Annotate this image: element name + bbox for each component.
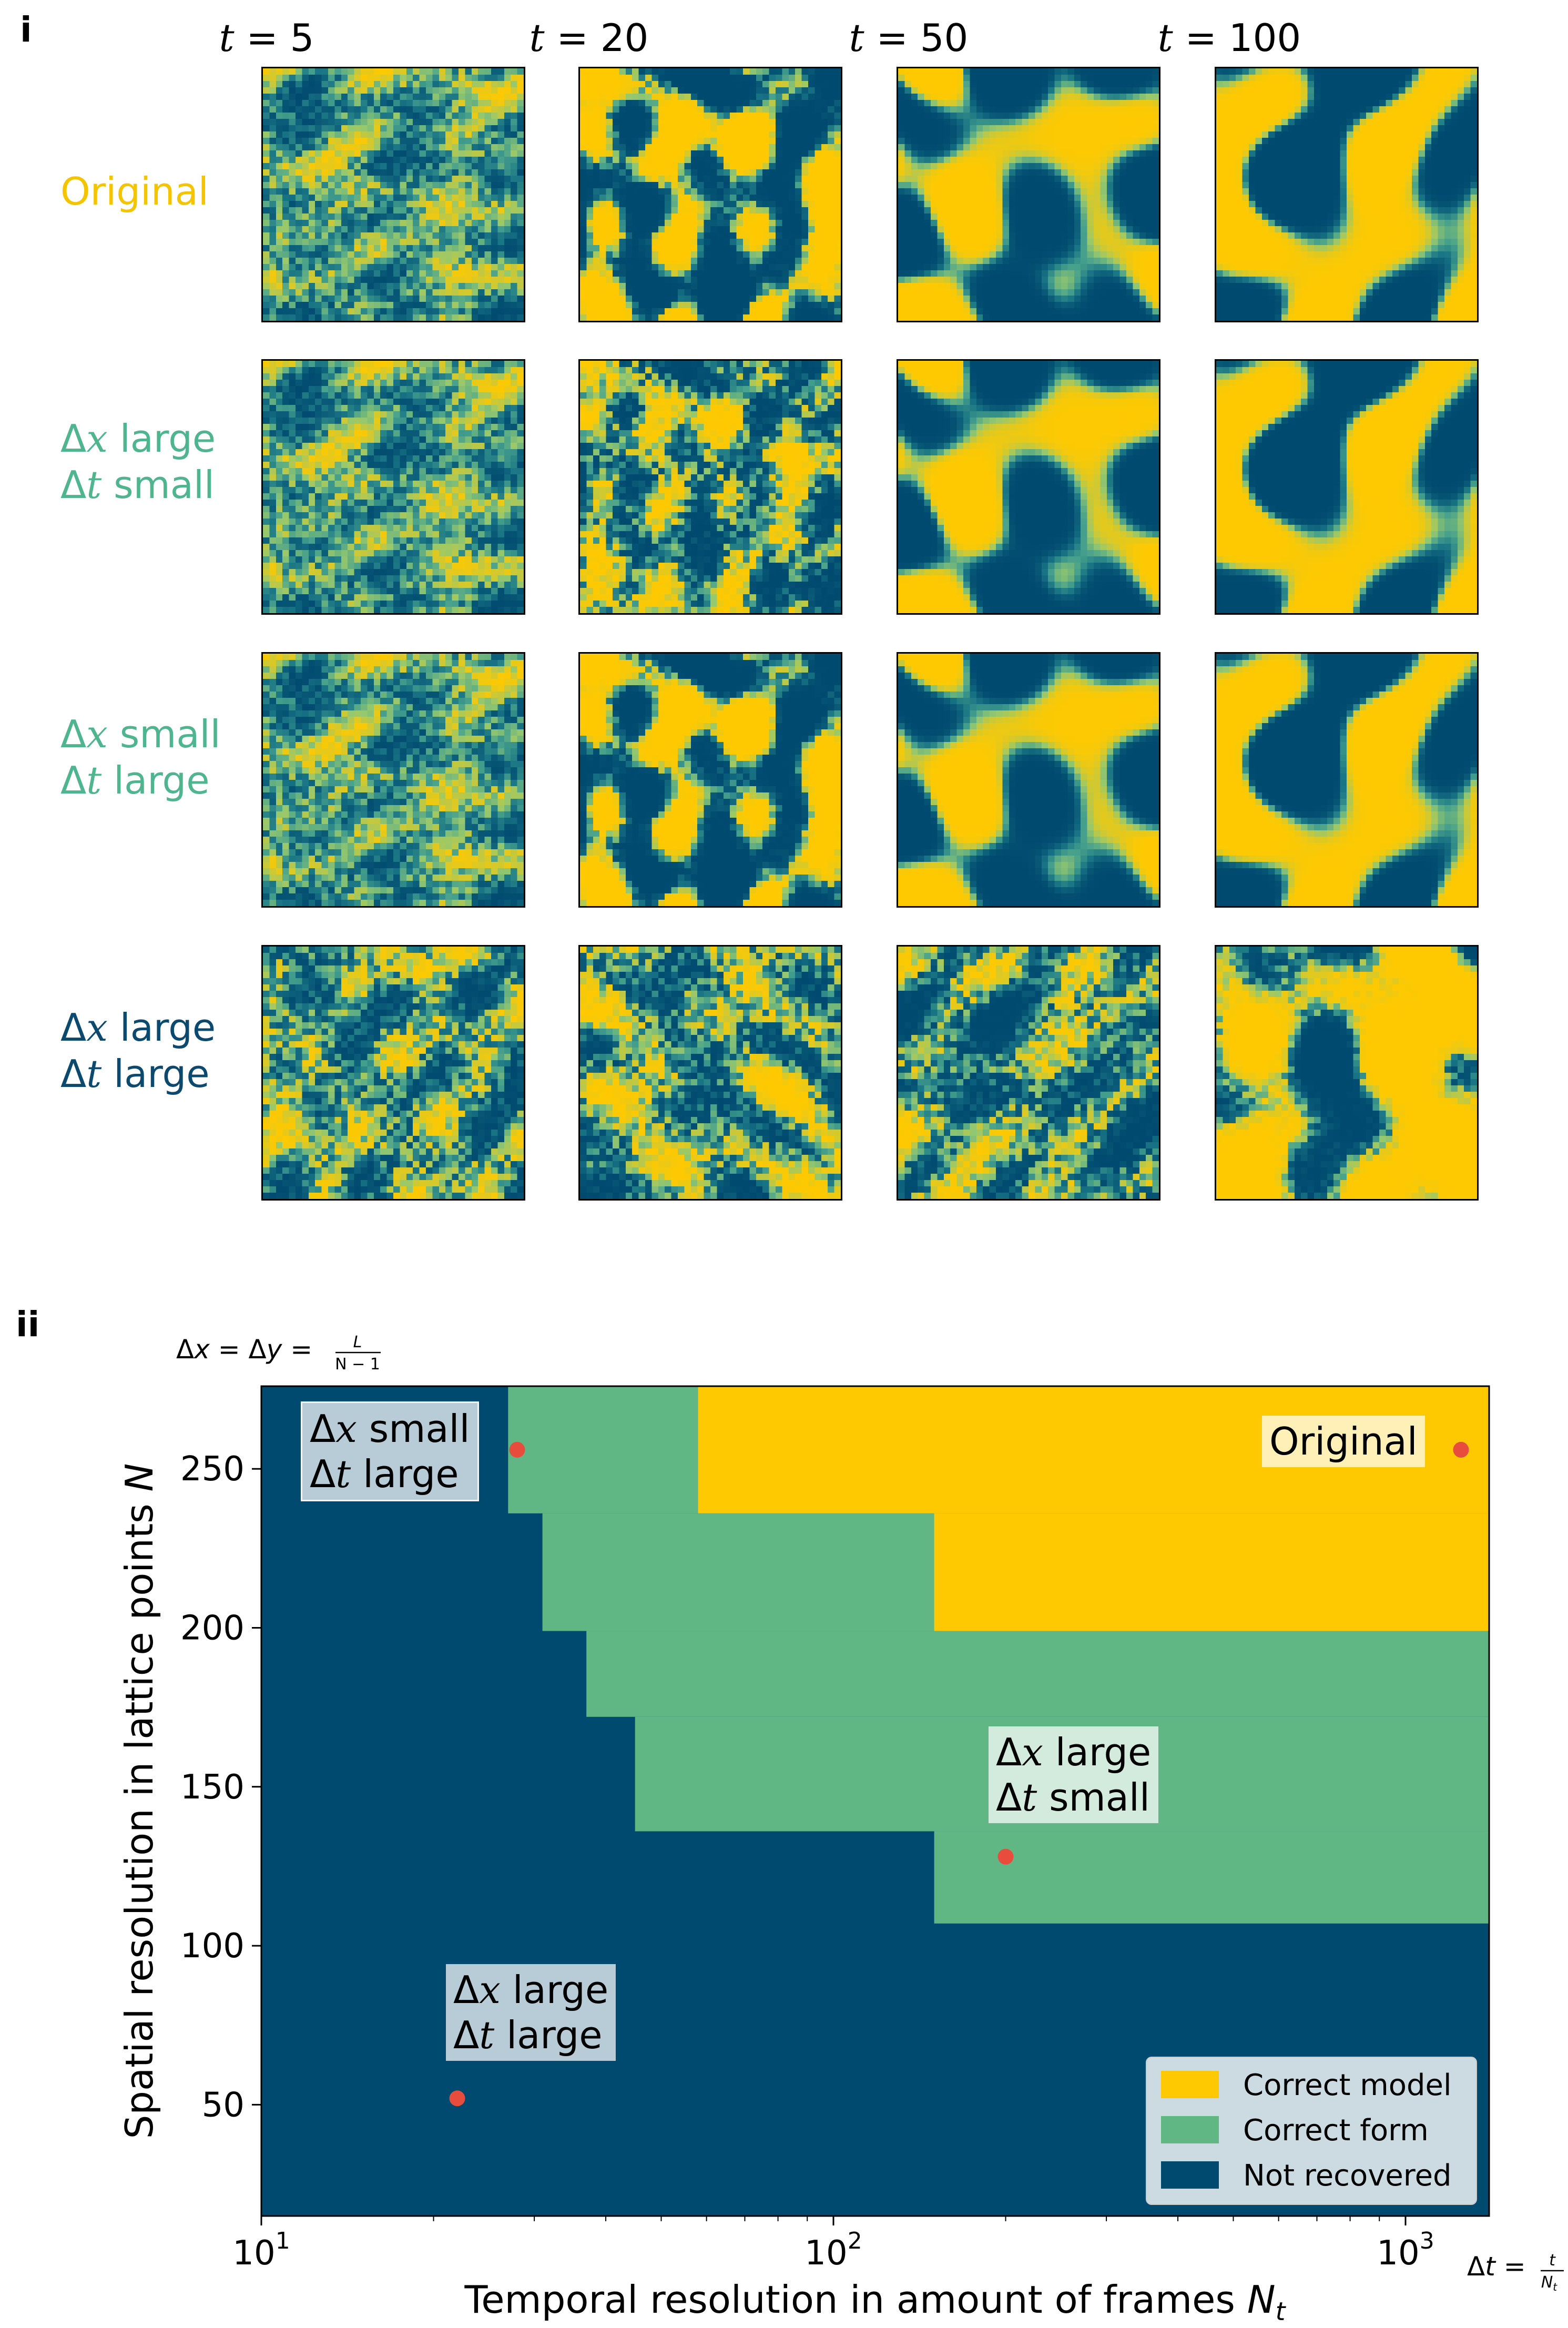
- panel-label-i: i: [20, 9, 32, 50]
- point-dx-large-dt-large: [449, 2090, 465, 2107]
- row-label-dx-small-dt-large: Δx small Δt large: [60, 711, 221, 804]
- legend-label-not-recovered: Not recovered: [1243, 2159, 1452, 2193]
- point-original: [1453, 1441, 1469, 1458]
- legend: Correct model Correct form Not recovered: [1146, 2057, 1477, 2205]
- region-correct-form: [586, 1631, 1489, 1717]
- panel-label-ii: ii: [16, 1304, 39, 1345]
- dx-formula: Δx = Δy =: [176, 1334, 312, 1365]
- column-title-t100: t = 100: [1093, 16, 1366, 60]
- field-thumbnail: [1215, 67, 1479, 322]
- row-label-original: Original: [60, 168, 209, 215]
- x-tick-label: 103: [1377, 2228, 1434, 2273]
- legend-label-correct-form: Correct form: [1243, 2113, 1429, 2148]
- legend-swatch-not-recovered: [1161, 2161, 1219, 2189]
- field-thumbnail: [897, 945, 1160, 1201]
- annotation-original: Original: [1262, 1416, 1425, 1467]
- x-axis-label: Temporal resolution in amount of frames …: [464, 2278, 1287, 2326]
- dx-formula-numerator: L: [353, 1333, 362, 1351]
- field-thumbnail: [261, 652, 525, 908]
- annotation-dx-small-dt-large: Δx small Δt large: [301, 1401, 479, 1501]
- dt-formula-denominator: Nt: [1541, 2273, 1557, 2293]
- legend-swatch-correct-form: [1161, 2116, 1219, 2143]
- field-thumbnail: [261, 359, 525, 615]
- annotation-dx-large-dt-small: Δx large Δt small: [989, 1726, 1159, 1823]
- field-thumbnail: [261, 67, 525, 322]
- legend-swatch-correct-model: [1161, 2071, 1219, 2098]
- y-tick-label: 100: [180, 1927, 245, 1966]
- plot-frame: [260, 1385, 1490, 2217]
- point-dx-small-dt-large: [509, 1441, 525, 1458]
- column-title-t5: t = 5: [130, 16, 403, 60]
- column-title-t50: t = 50: [772, 16, 1045, 60]
- y-tick-label: 150: [180, 1768, 245, 1807]
- field-thumbnail: [578, 359, 842, 615]
- region-correct-model: [934, 1513, 1489, 1631]
- column-title-t20: t = 20: [452, 16, 726, 60]
- field-thumbnail: [1215, 359, 1479, 615]
- field-thumbnail: [897, 359, 1160, 615]
- annotation-dx-large-dt-large: Δx large Δt large: [446, 1964, 616, 2061]
- dt-formula-numerator: t: [1549, 2251, 1556, 2270]
- row-label-dx-large-dt-small: Δx large Δt small: [60, 415, 216, 508]
- field-thumbnail: [578, 945, 842, 1201]
- y-axis-label: Spatial resolution in lattice points N: [117, 1463, 161, 2139]
- point-dx-large-dt-small: [997, 1848, 1014, 1865]
- row-label-dx-large-dt-large: Δx large Δt large: [60, 1004, 216, 1097]
- field-thumbnail: [578, 67, 842, 322]
- dx-formula-denominator: N − 1: [335, 1355, 380, 1374]
- field-thumbnail: [897, 67, 1160, 322]
- region-correct-form: [934, 1831, 1489, 1924]
- field-thumbnail: [1215, 945, 1479, 1201]
- y-tick-label: 250: [180, 1450, 245, 1489]
- y-tick-label: 200: [180, 1609, 245, 1648]
- dt-formula: Δt =: [1467, 2251, 1526, 2282]
- field-thumbnail: [261, 945, 525, 1201]
- field-thumbnail: [1215, 652, 1479, 908]
- x-tick-label: 102: [805, 2228, 862, 2273]
- x-tick-label: 101: [232, 2228, 290, 2273]
- field-thumbnail: [897, 652, 1160, 908]
- legend-label-correct-model: Correct model: [1243, 2068, 1452, 2102]
- y-tick-label: 50: [202, 2086, 245, 2124]
- field-thumbnail: [578, 652, 842, 908]
